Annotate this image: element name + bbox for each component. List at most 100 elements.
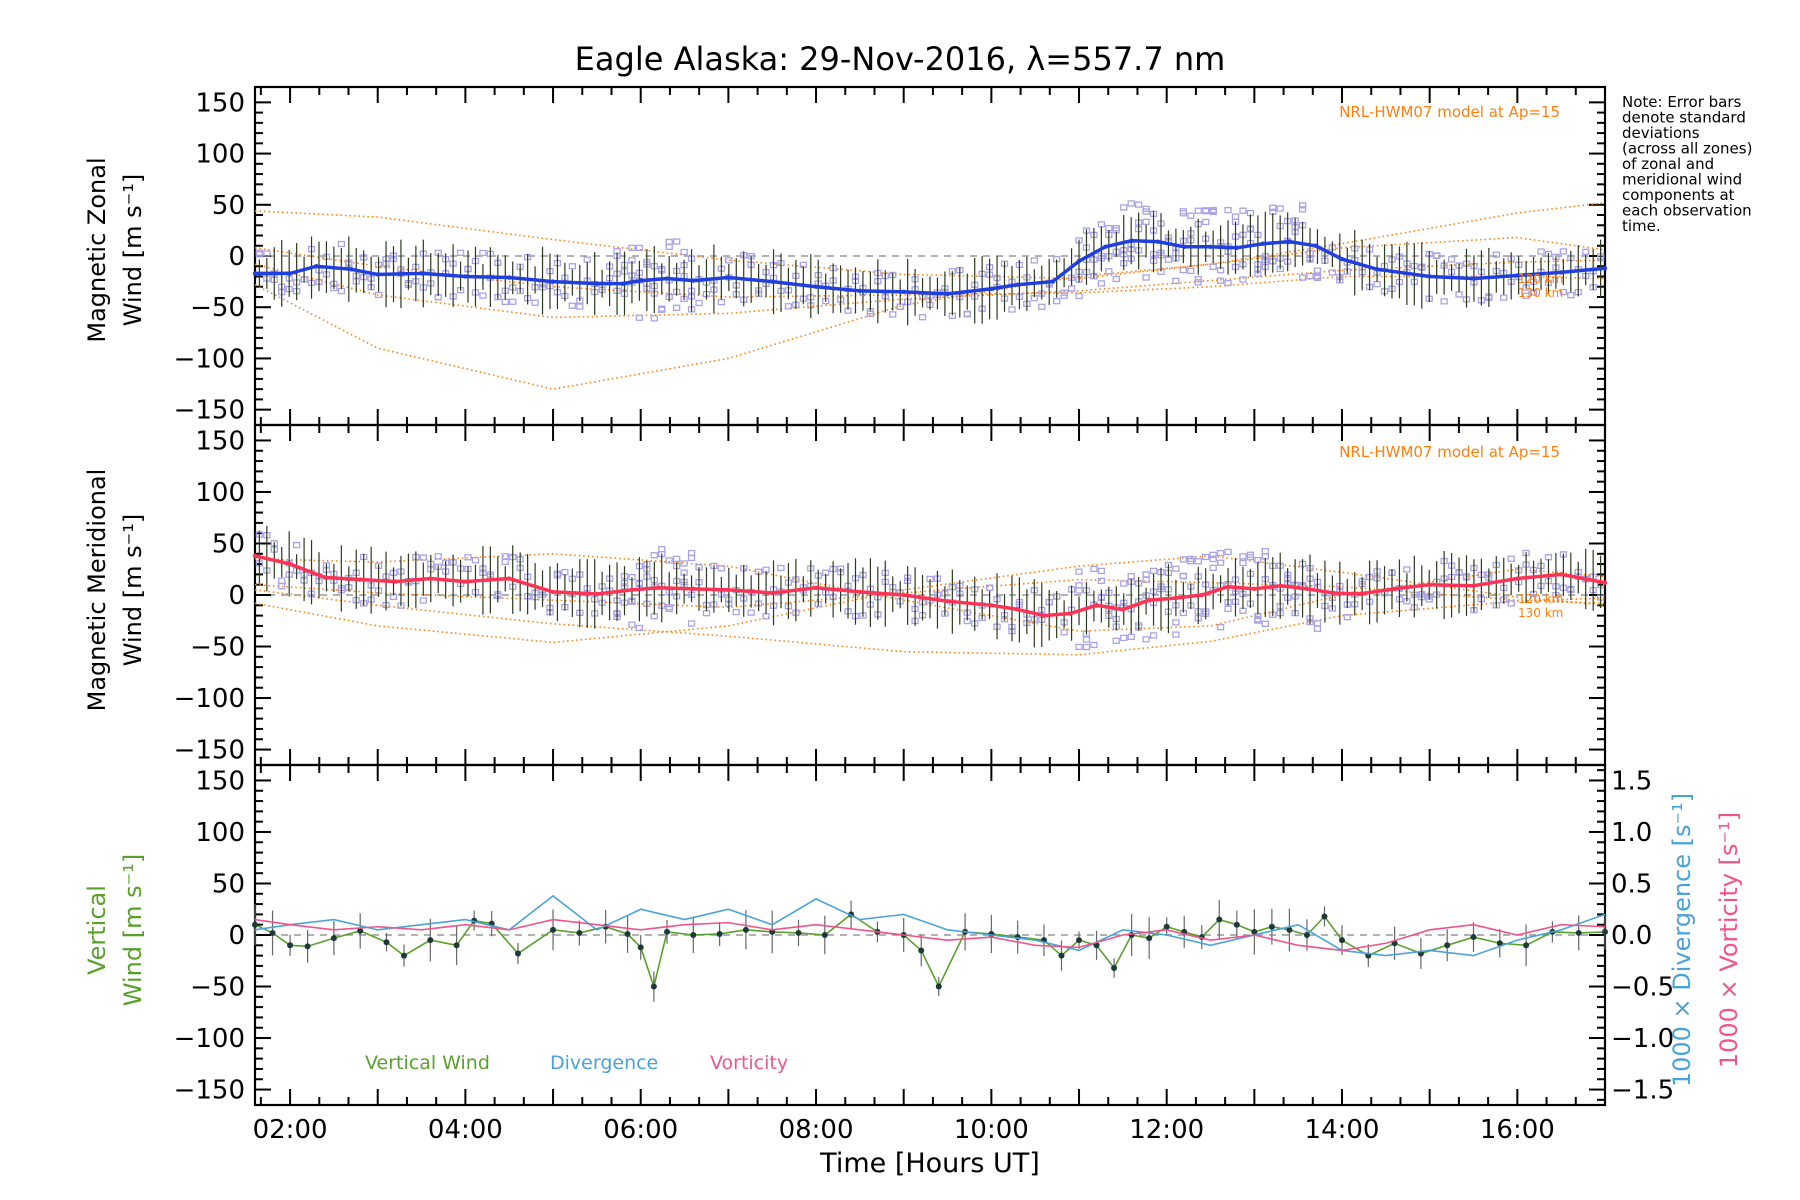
zone-sample xyxy=(509,298,517,305)
zone-sample xyxy=(263,250,271,257)
zone-sample xyxy=(1216,549,1225,557)
zone-sample xyxy=(1231,213,1240,220)
meridional-wind-point xyxy=(1041,613,1047,618)
meridional-wind-point xyxy=(1392,586,1397,592)
vertical-wind-point xyxy=(918,947,925,954)
zone-sample xyxy=(1097,280,1106,287)
meridional-wind-point xyxy=(629,587,635,593)
zone-sample xyxy=(1559,248,1568,255)
zonal-wind-point xyxy=(1103,244,1108,249)
zone-sample xyxy=(1179,266,1187,274)
y2-tick-label: 1.5 xyxy=(1611,766,1652,796)
note-line: meridional wind xyxy=(1622,171,1742,189)
zone-sample xyxy=(1179,556,1187,563)
zone-sample xyxy=(1216,277,1225,284)
meridional-wind-point xyxy=(901,592,906,598)
zone-sample xyxy=(374,291,383,299)
vertical-ylabel-line2: Wind [m s⁻¹] xyxy=(119,854,147,1006)
zone-sample xyxy=(680,248,688,256)
zonal-wind-point xyxy=(1471,276,1476,281)
zone-sample xyxy=(702,610,711,617)
zone-sample xyxy=(1075,568,1083,575)
zonal-wind-point xyxy=(857,288,863,294)
vertical-wind-point xyxy=(1251,928,1258,935)
meridional-wind-point xyxy=(1225,584,1231,589)
y-tick-label: −100 xyxy=(174,344,245,374)
vertical-wind-point xyxy=(690,932,697,938)
zonal-wind-point xyxy=(901,289,906,295)
y2-tick-label: 0.5 xyxy=(1611,869,1652,899)
y-tick-label: −50 xyxy=(190,973,245,1003)
zone-sample xyxy=(1187,267,1195,275)
y-tick-label: 100 xyxy=(195,478,245,508)
divergence-axis-label: 1000 × Divergence [s⁻¹] xyxy=(1668,793,1696,1087)
zone-sample xyxy=(576,303,584,310)
zone-sample xyxy=(255,249,264,256)
zonal-wind-point xyxy=(1287,239,1292,244)
zonal-wind-point xyxy=(1374,267,1380,272)
vertical-wind-point xyxy=(1146,935,1153,942)
zone-sample xyxy=(1239,553,1247,560)
vertical-wind-point xyxy=(1575,929,1582,936)
zonal-wind-point xyxy=(691,278,696,283)
meridional-model-note: NRL-HWM07 model at Ap=15 xyxy=(1339,443,1560,461)
zonal-wind-point xyxy=(550,279,556,284)
vertical-wind-point xyxy=(401,952,408,959)
meridional-wind-point xyxy=(1515,576,1520,581)
meridional-wind-point xyxy=(463,579,468,584)
zone-sample xyxy=(985,584,994,591)
zone-sample xyxy=(278,577,286,584)
zone-sample xyxy=(1298,274,1307,281)
zone-sample xyxy=(725,257,733,264)
zone-sample xyxy=(1313,267,1322,274)
zone-sample xyxy=(1440,298,1448,305)
zone-sample xyxy=(673,304,681,311)
zone-sample xyxy=(1343,613,1351,621)
vertical-wind-point xyxy=(383,939,390,946)
vertical-wind-point xyxy=(1233,921,1240,928)
zone-sample xyxy=(1075,292,1083,300)
meridional-wind-point xyxy=(1252,586,1257,592)
zone-sample xyxy=(1246,554,1255,561)
x-tick-label: 04:00 xyxy=(428,1115,503,1145)
zone-sample xyxy=(479,249,487,257)
zonal-wind-point xyxy=(620,281,626,286)
y-tick-label: 150 xyxy=(195,766,245,796)
zone-sample xyxy=(1172,277,1180,285)
zonal-wind-point xyxy=(1208,244,1213,249)
vertical-wind-point xyxy=(1286,926,1293,933)
zone-sample xyxy=(1216,559,1225,566)
vertical-wind-point xyxy=(1496,940,1503,947)
x-tick-label: 16:00 xyxy=(1480,1115,1555,1145)
vorticity-axis-label: 1000 × Vorticity [s⁻¹] xyxy=(1715,812,1743,1068)
zone-sample xyxy=(1008,306,1016,313)
vertical-wind-point xyxy=(252,921,258,928)
zone-sample xyxy=(1120,580,1128,587)
note-line: time. xyxy=(1622,217,1661,235)
zone-sample xyxy=(635,314,644,321)
zone-sample xyxy=(501,298,509,306)
zone-sample xyxy=(673,555,681,563)
zone-sample xyxy=(1112,637,1120,644)
zone-sample xyxy=(1567,292,1575,299)
vertical-wind-point xyxy=(269,929,276,936)
zone-sample xyxy=(1134,201,1143,208)
zone-sample xyxy=(896,303,904,310)
vertical-wind-point xyxy=(1470,934,1477,941)
meridional-wind-panel: −150 −100 −50 0 50 100 150 xyxy=(174,423,1608,767)
zone-sample xyxy=(1038,303,1046,310)
zone-sample xyxy=(1209,564,1217,572)
zonal-wind-point xyxy=(1015,282,1020,287)
zonal-wind-point xyxy=(463,274,468,279)
zone-sample xyxy=(1582,248,1590,256)
zone-sample xyxy=(1097,567,1106,575)
zonal-wind-panel: −150 −100 −50 0 50 100 150 xyxy=(174,85,1608,427)
y-tick-label: 0 xyxy=(228,921,245,951)
zonal-wind-point xyxy=(726,275,731,280)
zone-sample xyxy=(568,302,576,309)
zone-sample xyxy=(1075,587,1083,594)
meridional-wind-point xyxy=(770,590,775,596)
vertical-wind-point xyxy=(1321,913,1328,920)
model-line xyxy=(254,236,1606,390)
zone-sample xyxy=(747,609,755,616)
